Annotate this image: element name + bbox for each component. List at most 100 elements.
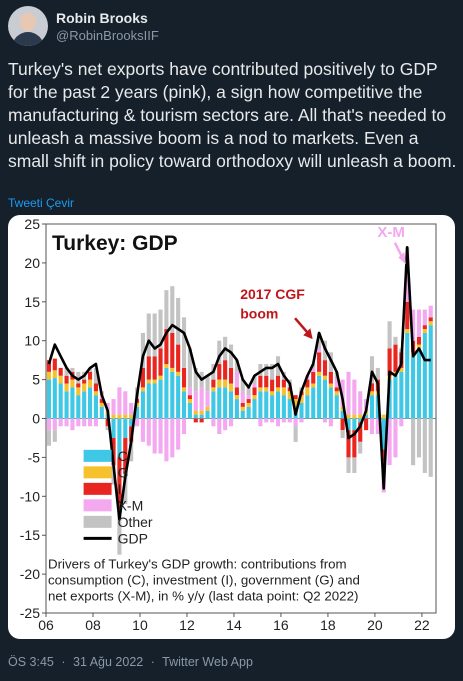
legend-label-c: C: [118, 448, 128, 464]
bar-segment-i: [322, 360, 328, 376]
bar-segment-g: [405, 329, 410, 333]
tweet-date[interactable]: 31 Ağu 2022: [73, 655, 144, 669]
bar-segment-i: [176, 344, 181, 372]
legend-label-other: Other: [118, 514, 153, 530]
bar-segment-c: [422, 332, 427, 419]
bar-segment-c: [64, 391, 69, 419]
bar-segment-other: [193, 367, 198, 392]
bar-segment-other: [70, 367, 75, 372]
bar-segment-g: [428, 321, 433, 326]
y-tick-label: 10: [24, 333, 40, 349]
bar-segment-c: [240, 410, 245, 419]
bar-segment-xm: [275, 418, 281, 427]
x-tick-label: 20: [367, 617, 383, 633]
bar-segment-xm: [387, 418, 392, 466]
tweet-time[interactable]: ÖS 3:45: [8, 655, 54, 669]
bar-segment-xm: [258, 418, 263, 427]
chart-caption-line: net exports (X-M), in % y/y (last data p…: [48, 589, 358, 604]
bar-segment-c: [270, 395, 275, 419]
author-block: Robin Brooks @RobinBrooksIIF: [56, 10, 159, 43]
bar-segment-i: [87, 371, 93, 380]
bar-segment-c: [328, 387, 333, 419]
bar-segment-xm: [422, 309, 427, 326]
bar-segment-c: [411, 356, 416, 419]
bar-segment-xm: [181, 418, 187, 435]
bar-segment-c: [187, 402, 192, 419]
bar-segment-g: [99, 402, 104, 407]
y-tick-label: -10: [20, 488, 40, 504]
tweet-source[interactable]: Twitter Web App: [162, 655, 253, 669]
legend-label-gdp: GDP: [118, 530, 148, 546]
bar-segment-g: [70, 379, 75, 388]
bar-segment-i: [58, 367, 63, 376]
bar-segment-other: [369, 356, 375, 384]
bar-segment-i: [364, 418, 369, 431]
bar-segment-xm: [146, 418, 151, 446]
bar-segment-xm: [170, 418, 175, 458]
bar-segment-other: [317, 332, 322, 349]
bar-segment-i: [381, 449, 386, 462]
bar-segment-c: [140, 391, 145, 419]
bar-segment-c: [352, 418, 357, 431]
avatar[interactable]: [8, 6, 48, 46]
bar-segment-g: [299, 395, 304, 403]
bar-segment-i: [393, 344, 398, 372]
y-tick-label: 20: [24, 255, 40, 271]
y-tick-label: 0: [32, 411, 40, 427]
bar-segment-g: [346, 414, 351, 419]
bar-segment-i: [76, 383, 81, 388]
attached-image[interactable]: 25 20 15 10 5 0 -5 -10 -15 -20 -25 06 08 10 12 14 16 18 20…: [8, 215, 455, 639]
bar-segment-g: [287, 391, 292, 400]
bar-segment-xm: [217, 418, 222, 435]
bar-segment-g: [322, 375, 328, 380]
bar-segment-i: [223, 360, 228, 380]
bar-segment-xm: [193, 391, 198, 411]
x-tick-label: 14: [226, 617, 242, 633]
x-tick-label: 06: [38, 617, 54, 633]
bar-segment-g: [252, 395, 257, 400]
bar-segment-xm: [82, 418, 87, 427]
bar-segment-g: [123, 414, 128, 419]
bar-segment-g: [52, 370, 57, 379]
bar-segment-g: [281, 387, 286, 396]
bar-segment-g: [258, 387, 263, 392]
bar-segment-xm: [240, 391, 245, 403]
bar-segment-c: [381, 418, 386, 450]
bar-segment-c: [211, 391, 216, 419]
legend-label-i: I: [118, 481, 122, 497]
bar-segment-i: [258, 375, 263, 388]
bar-segment-g: [117, 414, 122, 419]
bar-segment-c: [346, 418, 351, 431]
bar-segment-i: [46, 360, 51, 372]
bar-segment-c: [134, 406, 140, 419]
legend-swatch-c: [83, 449, 112, 462]
y-tick-label: -5: [28, 449, 41, 465]
bar-segment-g: [228, 383, 234, 392]
bar-segment-c: [123, 418, 128, 438]
bar-segment-other: [346, 457, 351, 473]
handle[interactable]: @RobinBrooksIIF: [56, 27, 159, 43]
bar-segment-other: [252, 375, 257, 384]
bar-segment-i: [82, 379, 87, 384]
legend-swatch-other: [83, 515, 112, 528]
bar-segment-c: [317, 375, 322, 419]
bar-segment-xm: [299, 418, 304, 423]
gdp-line: [47, 245, 431, 521]
bar-segment-xm: [246, 395, 251, 400]
bar-segment-xm: [252, 383, 257, 388]
bar-segment-c: [387, 379, 392, 419]
display-name[interactable]: Robin Brooks: [56, 9, 148, 26]
bar-segment-xm: [399, 418, 404, 427]
bar-segment-c: [152, 383, 157, 419]
bar-segment-xm: [311, 367, 316, 372]
translate-tweet-link[interactable]: Tweeti Çevir: [8, 196, 75, 210]
bar-segment-c: [275, 391, 281, 419]
bar-segment-other: [187, 348, 192, 388]
bar-segment-g: [340, 406, 345, 411]
bar-segment-c: [246, 406, 251, 419]
bar-segment-i: [264, 375, 269, 388]
bar-segment-g: [140, 387, 145, 392]
bar-segment-xm: [129, 402, 134, 415]
bar-segment-c: [70, 387, 75, 419]
